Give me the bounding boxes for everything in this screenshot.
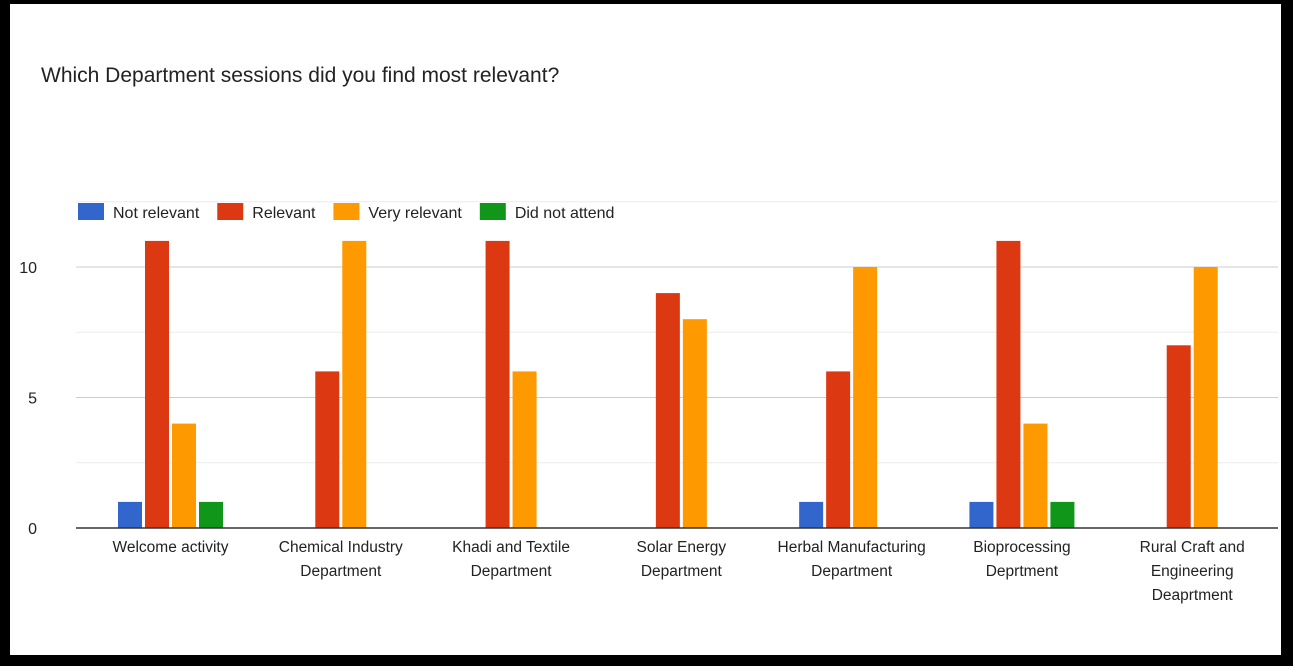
y-tick-label: 0 <box>28 521 37 538</box>
bar-very-relevant <box>682 319 707 528</box>
bar-relevant <box>996 240 1021 528</box>
bar-relevant <box>1166 345 1191 528</box>
legend-swatch <box>78 203 104 220</box>
bar-relevant <box>655 293 680 528</box>
bar-very-relevant <box>512 371 537 528</box>
bar-did-not-attend <box>199 501 223 528</box>
bar-not-relevant <box>969 501 994 528</box>
x-category-label: Rural Craft and Engineering Deaprtment <box>1140 539 1245 604</box>
chart-title: Which Department sessions did you find m… <box>41 64 560 87</box>
bar-relevant <box>315 371 340 528</box>
bar-did-not-attend <box>1050 501 1075 528</box>
legend-label: Relevant <box>252 205 316 222</box>
bar-chart: 0 5 10 Welcome activity Chemical Industry Dep… <box>19 201 1278 604</box>
x-category-label: Bioprocessing Deprtment <box>973 539 1070 580</box>
legend-label: Did not attend <box>515 205 615 222</box>
bar-relevant <box>485 240 510 528</box>
bar-relevant <box>145 240 169 528</box>
x-category-label: Solar Energy Department <box>637 539 727 580</box>
x-category-label: Khadi and Textile Department <box>452 539 570 580</box>
bar-very-relevant <box>1193 267 1218 528</box>
y-tick-label: 5 <box>28 391 37 408</box>
legend-label: Very relevant <box>368 205 462 222</box>
x-category-label: Chemical Industry Department <box>279 539 403 580</box>
x-category-label: Welcome activity <box>113 539 229 556</box>
bar-very-relevant <box>172 423 196 528</box>
y-tick-label: 10 <box>19 260 37 277</box>
bar-relevant <box>826 371 851 528</box>
chart-panel: Which Department sessions did you find m… <box>10 4 1281 655</box>
legend-label: Not relevant <box>113 205 200 222</box>
bar-very-relevant <box>1023 423 1048 528</box>
x-category-label: Herbal Manufacturing Department <box>778 539 926 580</box>
bar-not-relevant <box>799 501 824 528</box>
bar-very-relevant <box>342 240 367 528</box>
legend-swatch <box>479 203 506 220</box>
legend-swatch <box>217 203 244 220</box>
bar-very-relevant <box>853 267 878 528</box>
legend-swatch <box>333 203 360 220</box>
bar-not-relevant <box>118 501 142 528</box>
